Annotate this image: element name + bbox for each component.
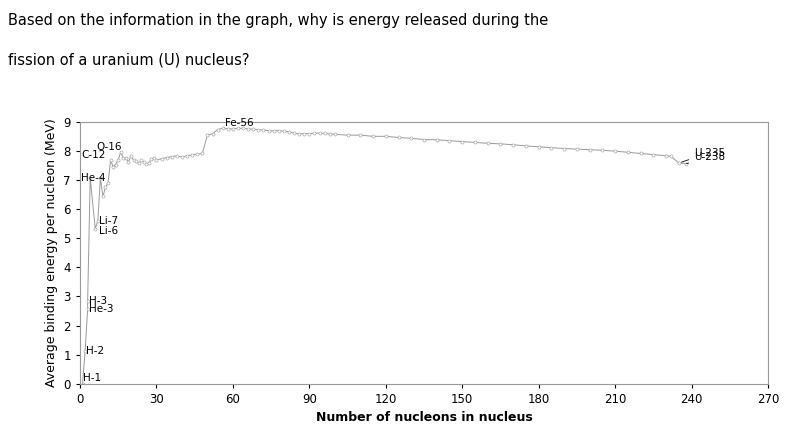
- Text: H-2: H-2: [86, 347, 105, 356]
- Text: U-235: U-235: [682, 147, 726, 162]
- Text: He-4: He-4: [81, 173, 105, 183]
- Text: Based on the information in the graph, why is energy released during the: Based on the information in the graph, w…: [8, 13, 548, 28]
- Y-axis label: Average binding energy per nucleon (MeV): Average binding energy per nucleon (MeV): [45, 119, 58, 387]
- Text: U-238: U-238: [686, 152, 726, 164]
- Text: fission of a uranium (U) nucleus?: fission of a uranium (U) nucleus?: [8, 52, 250, 67]
- Text: O-16: O-16: [97, 142, 122, 152]
- Text: Li-6: Li-6: [99, 226, 118, 236]
- Text: C-12: C-12: [82, 150, 106, 160]
- Text: Fe-56: Fe-56: [226, 118, 254, 128]
- X-axis label: Number of nucleons in nucleus: Number of nucleons in nucleus: [316, 411, 532, 424]
- Text: H-3: H-3: [89, 296, 107, 307]
- Text: Li-7: Li-7: [99, 216, 118, 225]
- Text: H-1: H-1: [83, 373, 101, 383]
- Text: He-3: He-3: [89, 304, 114, 314]
